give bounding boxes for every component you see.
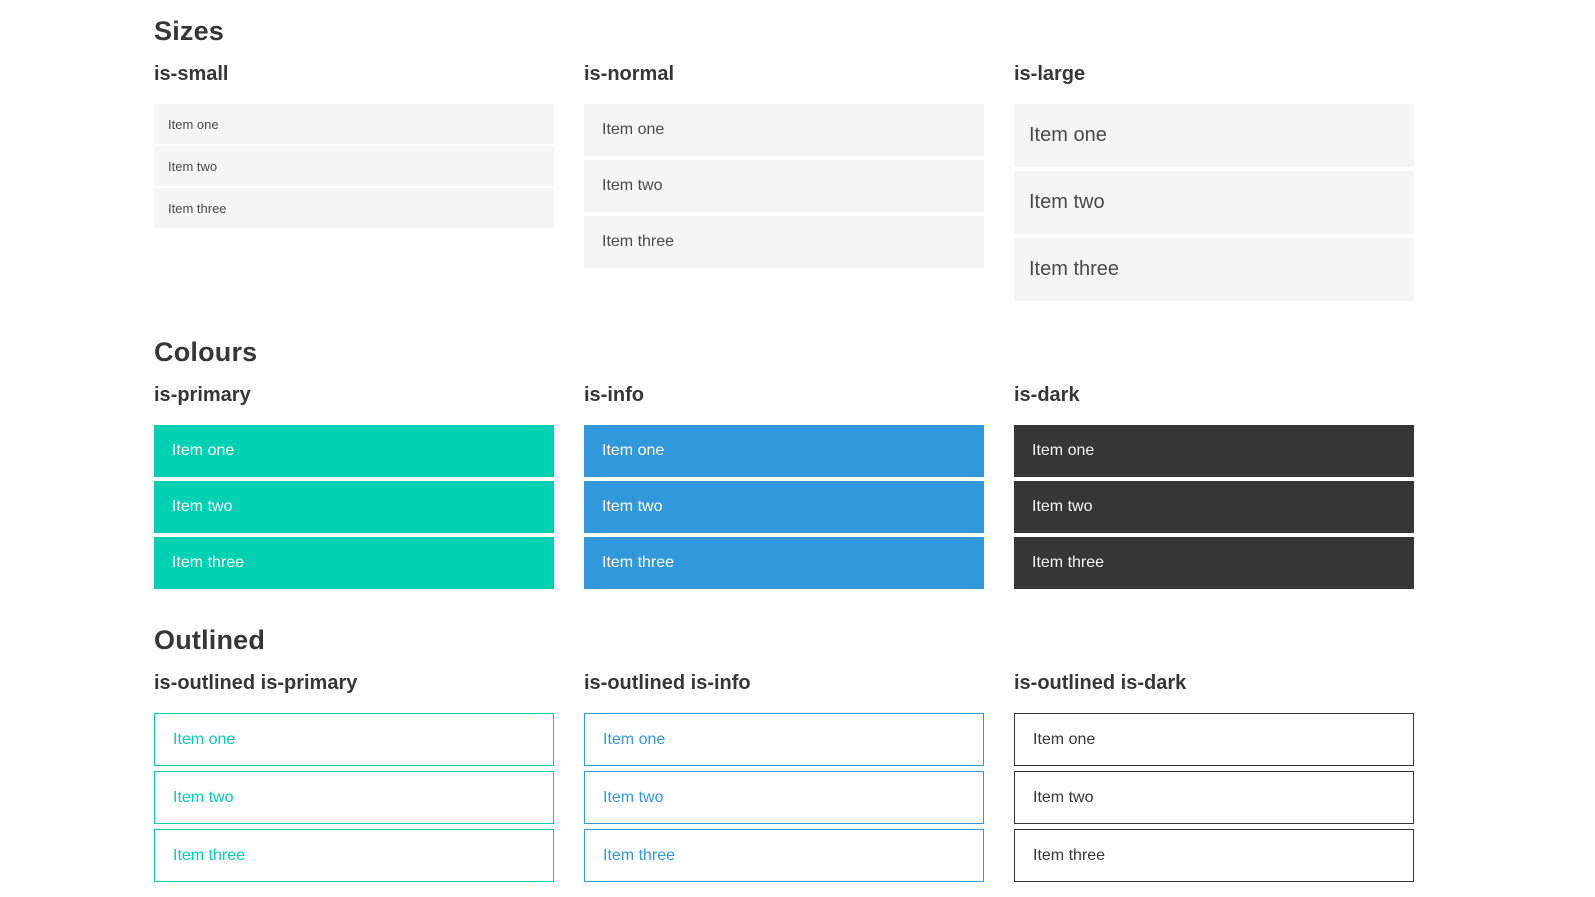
outlined-grid: is-outlined is-primary Item one Item two… bbox=[154, 671, 1595, 887]
group-is-outlined-is-info: is-outlined is-info Item one Item two It… bbox=[584, 671, 984, 887]
sizes-section: Sizes is-small Item one Item two Item th… bbox=[154, 14, 1595, 305]
group-label-is-normal: is-normal bbox=[584, 63, 675, 85]
colours-section: Colours is-primary Item one Item two Ite… bbox=[154, 335, 1595, 593]
group-label-is-info: is-info bbox=[584, 384, 644, 406]
list-item[interactable]: Item two bbox=[584, 771, 984, 824]
list-item[interactable]: Item one bbox=[154, 104, 554, 144]
colours-section-title: Colours bbox=[154, 337, 258, 367]
list-item[interactable]: Item three bbox=[1014, 829, 1414, 882]
list-info: Item one Item two Item three bbox=[584, 425, 984, 589]
list-item[interactable]: Item two bbox=[154, 481, 554, 533]
list-normal: Item one Item two Item three bbox=[584, 104, 984, 268]
group-label-is-outlined-is-dark: is-outlined is-dark bbox=[1014, 672, 1187, 694]
list-item[interactable]: Item three bbox=[584, 216, 984, 268]
list-item[interactable]: Item one bbox=[584, 104, 984, 156]
group-label-is-outlined-is-info: is-outlined is-info bbox=[584, 672, 751, 694]
list-outlined-dark: Item one Item two Item three bbox=[1014, 713, 1414, 882]
list-item[interactable]: Item one bbox=[1014, 713, 1414, 766]
group-is-small: is-small Item one Item two Item three bbox=[154, 62, 554, 230]
list-item[interactable]: Item three bbox=[154, 537, 554, 589]
list-item[interactable]: Item two bbox=[584, 160, 984, 212]
list-component-demo-page: Sizes is-small Item one Item two Item th… bbox=[154, 14, 1595, 887]
list-item[interactable]: Item two bbox=[154, 771, 554, 824]
list-item[interactable]: Item two bbox=[154, 146, 554, 186]
group-label-is-outlined-is-primary: is-outlined is-primary bbox=[154, 672, 358, 694]
group-label-is-dark: is-dark bbox=[1014, 384, 1080, 406]
list-item[interactable]: Item three bbox=[154, 829, 554, 882]
list-outlined-info: Item one Item two Item three bbox=[584, 713, 984, 882]
group-label-is-primary: is-primary bbox=[154, 384, 251, 406]
list-dark: Item one Item two Item three bbox=[1014, 425, 1414, 589]
group-label-is-large: is-large bbox=[1014, 63, 1086, 85]
list-item[interactable]: Item one bbox=[154, 425, 554, 477]
list-item[interactable]: Item one bbox=[584, 713, 984, 766]
outlined-section: Outlined is-outlined is-primary Item one… bbox=[154, 623, 1595, 887]
list-item[interactable]: Item three bbox=[584, 537, 984, 589]
sizes-section-title: Sizes bbox=[154, 16, 225, 46]
list-item[interactable]: Item two bbox=[1014, 771, 1414, 824]
list-item[interactable]: Item three bbox=[584, 829, 984, 882]
list-large: Item one Item two Item three bbox=[1014, 104, 1414, 301]
list-outlined-primary: Item one Item two Item three bbox=[154, 713, 554, 882]
group-is-primary: is-primary Item one Item two Item three bbox=[154, 383, 554, 593]
group-is-outlined-is-dark: is-outlined is-dark Item one Item two It… bbox=[1014, 671, 1414, 887]
list-item[interactable]: Item one bbox=[584, 425, 984, 477]
group-is-info: is-info Item one Item two Item three bbox=[584, 383, 984, 593]
colours-grid: is-primary Item one Item two Item three … bbox=[154, 383, 1595, 593]
list-item[interactable]: Item two bbox=[584, 481, 984, 533]
sizes-grid: is-small Item one Item two Item three is… bbox=[154, 62, 1595, 305]
list-item[interactable]: Item one bbox=[1014, 104, 1414, 167]
group-is-normal: is-normal Item one Item two Item three bbox=[584, 62, 984, 272]
list-small: Item one Item two Item three bbox=[154, 104, 554, 228]
list-item[interactable]: Item two bbox=[1014, 481, 1414, 533]
list-item[interactable]: Item two bbox=[1014, 171, 1414, 234]
list-item[interactable]: Item one bbox=[1014, 425, 1414, 477]
group-label-is-small: is-small bbox=[154, 63, 229, 85]
group-is-outlined-is-primary: is-outlined is-primary Item one Item two… bbox=[154, 671, 554, 887]
outlined-section-title: Outlined bbox=[154, 625, 266, 655]
group-is-dark: is-dark Item one Item two Item three bbox=[1014, 383, 1414, 593]
list-primary: Item one Item two Item three bbox=[154, 425, 554, 589]
group-is-large: is-large Item one Item two Item three bbox=[1014, 62, 1414, 305]
list-item[interactable]: Item three bbox=[154, 188, 554, 228]
list-item[interactable]: Item three bbox=[1014, 238, 1414, 301]
list-item[interactable]: Item one bbox=[154, 713, 554, 766]
list-item[interactable]: Item three bbox=[1014, 537, 1414, 589]
